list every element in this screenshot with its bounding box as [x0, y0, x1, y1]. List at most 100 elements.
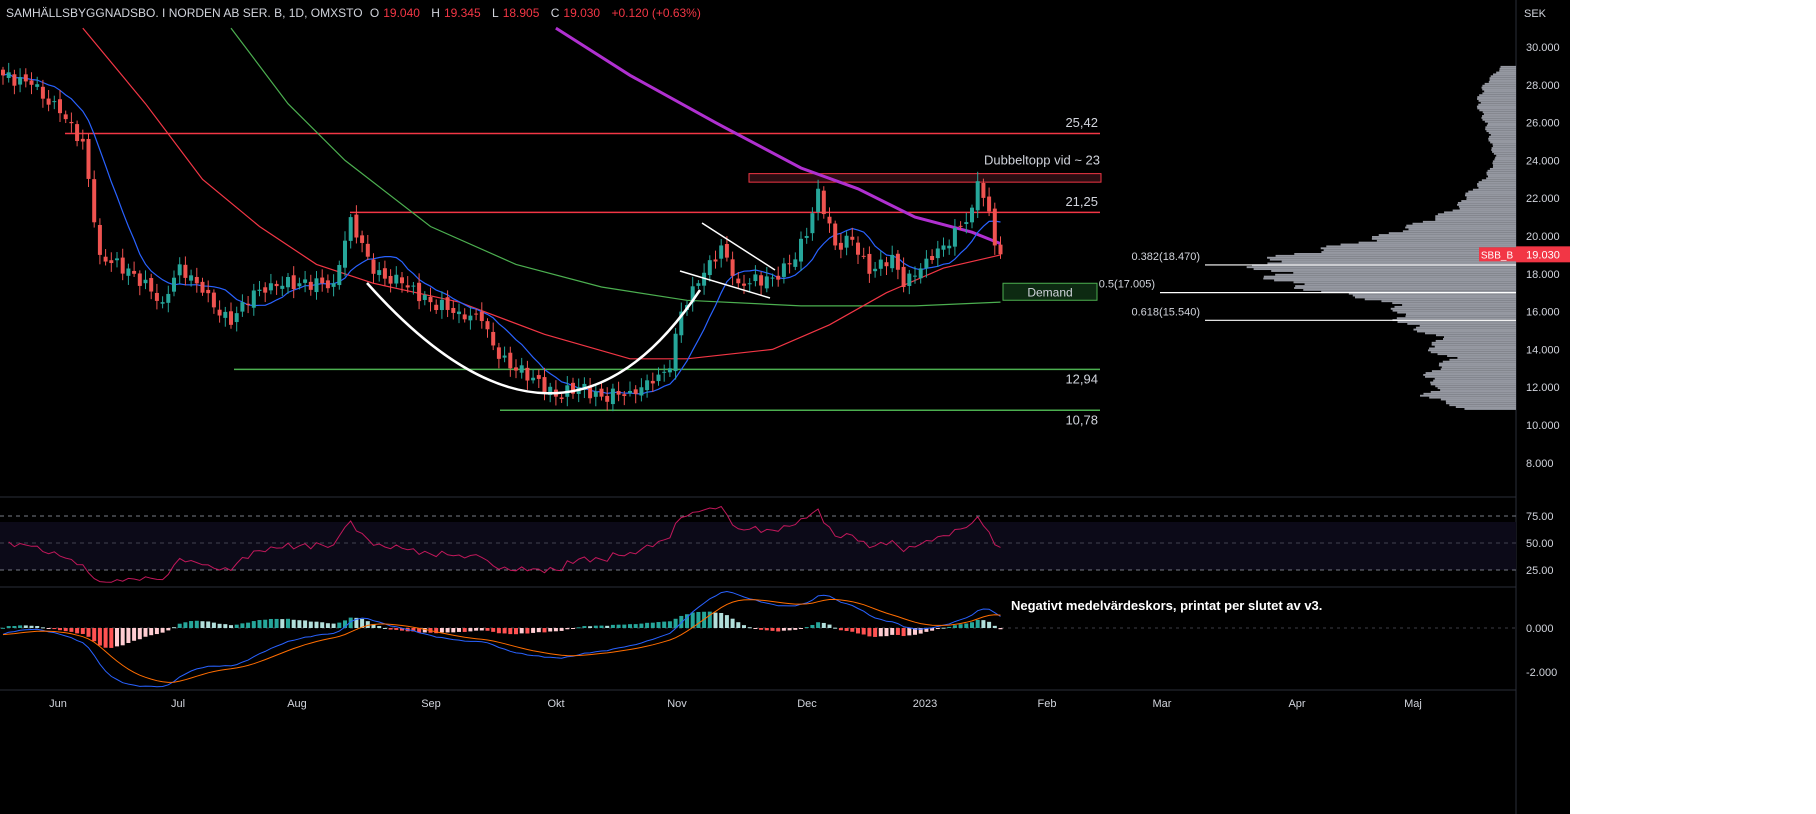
volume-profile-bar [1419, 324, 1516, 327]
candle [149, 273, 154, 300]
candle-body [970, 207, 974, 223]
candle-body [120, 257, 125, 274]
macd-histogram-bar [736, 622, 741, 628]
macd-histogram-bar [690, 612, 695, 628]
time-tick-label: Feb [1038, 698, 1057, 710]
candle [234, 306, 239, 332]
candle [320, 269, 325, 292]
candle-body [291, 275, 296, 290]
candle [354, 205, 359, 244]
candle-body [154, 292, 159, 301]
candle-body [975, 181, 980, 211]
candle-body [143, 279, 148, 284]
candle [246, 296, 251, 314]
macd-histogram-bar [810, 624, 815, 628]
candle-body [80, 138, 85, 142]
macd-histogram-bar [160, 628, 165, 633]
macd-histogram-bar [844, 628, 849, 631]
candle-body [331, 283, 336, 287]
volume-profile-bar [1492, 145, 1516, 148]
candle [18, 68, 23, 93]
candle [189, 269, 194, 287]
macd-histogram-bar [63, 628, 68, 632]
candle [58, 90, 62, 122]
volume-profile-bar [1406, 224, 1516, 227]
candle [274, 280, 279, 295]
volume-profile-bar [1275, 273, 1516, 276]
macd-histogram-bar [542, 628, 547, 633]
candle-body [787, 263, 792, 265]
macd-histogram-bar [747, 627, 752, 629]
candle [223, 306, 228, 327]
candle [177, 257, 182, 284]
candle [115, 252, 119, 268]
macd-histogram-bar [120, 628, 125, 646]
macd-histogram-bar [206, 621, 211, 628]
candle-body [126, 268, 131, 276]
macd-histogram-bar [599, 625, 604, 628]
macd-histogram-bar [280, 619, 285, 628]
volume-profile-bar [1477, 107, 1516, 110]
candle-body [417, 282, 422, 302]
candle-body [650, 380, 655, 384]
macd-histogram-bar [673, 618, 678, 628]
candle-body [736, 278, 741, 284]
pennant-upper-line [701, 222, 776, 271]
candle-body [747, 283, 752, 285]
time-tick-label: Dec [797, 698, 817, 710]
candle [588, 377, 593, 404]
candle [861, 247, 866, 260]
time-tick-label: Jul [171, 698, 185, 710]
volume-profile-bar [1483, 113, 1516, 116]
volume-profile-bar [1397, 321, 1516, 323]
candle [1, 66, 5, 85]
candle [365, 234, 370, 260]
candle-body [667, 368, 672, 373]
price-tick-label: 16.000 [1526, 307, 1560, 319]
volume-profile-bar [1490, 75, 1516, 78]
candle [474, 308, 479, 321]
macd-histogram-bar [593, 625, 598, 628]
chart-background [0, 0, 1570, 814]
volume-profile-bar [1253, 268, 1516, 271]
macd-histogram-bar [616, 624, 621, 628]
volume-profile-bar [1402, 230, 1516, 233]
macd-histogram-bar [217, 623, 222, 628]
volume-profile-bar [1492, 150, 1516, 153]
volume-profile-bar [1394, 305, 1516, 308]
volume-profile-bar [1263, 277, 1516, 280]
candle [137, 270, 142, 296]
macd-histogram-bar [23, 625, 28, 628]
candle [559, 393, 564, 403]
volume-profile-bar [1304, 283, 1516, 286]
volume-profile-bar [1489, 79, 1516, 82]
candle [833, 220, 838, 251]
candle-body [394, 274, 399, 284]
volume-profile-bar [1405, 313, 1516, 316]
candle-body [52, 101, 57, 103]
price-tick-label: 18.000 [1526, 269, 1560, 281]
candle [531, 369, 536, 384]
candle [120, 248, 125, 281]
volume-profile-bar [1487, 122, 1516, 125]
double-top-label: Dubbeltopp vid ~ 23 [984, 153, 1100, 168]
macd-annotation: Negativt medelvärdeskors, printat per sl… [1011, 598, 1322, 613]
candle [109, 252, 114, 272]
candle [143, 270, 148, 290]
candle-body [314, 278, 319, 293]
candle-body [673, 333, 678, 372]
volume-profile-bar [1442, 360, 1516, 363]
candle-body [422, 294, 427, 300]
candle [605, 387, 610, 411]
candle [947, 239, 952, 255]
volume-profile-bar [1295, 285, 1516, 288]
volume-profile-bar [1281, 260, 1516, 263]
candle [571, 377, 575, 399]
candle-body [719, 245, 724, 259]
candle-body [873, 268, 878, 272]
candle [599, 382, 604, 401]
candle-body [348, 217, 353, 241]
macd-histogram-bar [6, 626, 11, 628]
macd-histogram-bar [605, 625, 610, 628]
